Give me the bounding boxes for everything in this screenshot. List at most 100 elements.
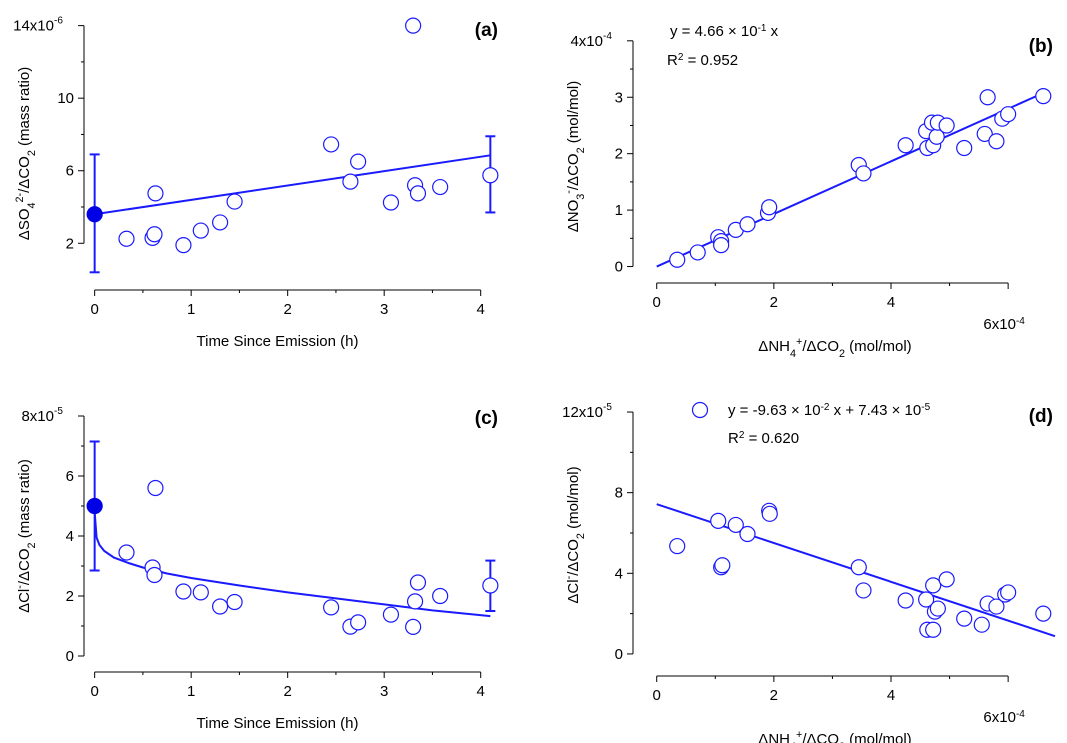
legend-marker	[691, 401, 709, 419]
data-point	[988, 598, 1005, 615]
data-point	[409, 574, 427, 591]
data-point	[918, 591, 935, 608]
data-point	[350, 614, 367, 631]
x-axis-title: Time Since Emission (h)	[197, 333, 359, 350]
x-tick-label: 1	[187, 683, 195, 700]
data-point	[118, 230, 135, 247]
x-tick-label: 4	[477, 301, 485, 318]
data-point-filled	[86, 497, 103, 515]
y-tick-label: 2	[615, 146, 623, 163]
y-tick-label: 3	[615, 89, 623, 106]
data-point	[956, 610, 973, 627]
data-point	[897, 592, 914, 609]
data-point	[761, 199, 778, 216]
panel-b: 0 2 4 6x10-4 0 1 2 3 4x10 -4 ΔNH4+/ΔCO2 (mol/mol) Δ…	[563, 23, 1053, 361]
data-point	[432, 178, 449, 196]
y-tick-label: 4	[615, 565, 623, 582]
data-point-filled	[86, 206, 103, 223]
data-point	[146, 566, 163, 584]
data-point	[689, 244, 706, 261]
y-tick-exponent: -5	[603, 402, 612, 413]
data-point	[146, 226, 163, 243]
panel-label: (a)	[475, 20, 498, 41]
y-tick-exponent: -4	[603, 31, 612, 42]
fit-equation: y = -9.63 × 10-2 x + 7.43 × 10-5	[728, 402, 931, 420]
y-tick-label: 0	[615, 259, 623, 276]
x-tick-label: 4	[477, 683, 485, 700]
y-tick-label: 8	[615, 485, 623, 502]
data-point	[482, 167, 499, 184]
x-tick-label: 0	[653, 294, 661, 311]
x-tick-label: 0	[90, 301, 98, 318]
y-axis-title: ΔNO3-/ΔCO2 (mol/mol)	[563, 81, 587, 233]
x-tick-label: 2	[770, 687, 778, 704]
data-point	[713, 236, 730, 254]
data-point	[710, 512, 727, 529]
data-point	[956, 139, 973, 157]
data-point	[226, 193, 243, 210]
data-point	[382, 194, 400, 211]
x-tick-label: 2	[284, 301, 292, 318]
data-point	[739, 216, 756, 233]
data-point	[1000, 106, 1017, 123]
x-axis-title: Time Since Emission (h)	[197, 715, 359, 732]
data-point	[714, 557, 731, 574]
data-point	[226, 593, 243, 611]
data-point	[938, 117, 955, 134]
data-point	[925, 577, 942, 594]
y-axis-title: ΔSO42-/ΔCO2 (mass ratio)	[14, 67, 38, 240]
y-tick-label: 6	[66, 468, 74, 485]
x-tick-label: 6x10-4	[983, 709, 1025, 727]
data-point	[192, 222, 209, 239]
data-point	[929, 600, 946, 617]
data-point	[147, 185, 164, 202]
data-point	[175, 236, 192, 254]
y-tick-label: 8x10	[21, 408, 54, 425]
y-tick-label: 0	[615, 646, 623, 663]
y-tick-label: 14x10	[13, 18, 54, 35]
panel-d: 0 2 4 6x10-4 0 4 8 12x10-5 ΔNH4+/ΔCO2 (mol/mol) Δ…	[562, 401, 1056, 743]
x-tick-label: 0	[653, 687, 661, 704]
fit-line	[94, 154, 491, 216]
data-point	[855, 165, 872, 182]
data-point	[192, 584, 209, 601]
data-point	[855, 582, 872, 599]
data-point	[147, 479, 164, 497]
y-tick-label: 2	[66, 588, 74, 605]
y-tick-label: 4	[66, 528, 74, 545]
fit-equation: y = 4.66 × 10-1 x	[670, 23, 779, 41]
y-tick-label: 4x10	[570, 33, 603, 50]
y-tick-label: 0	[66, 648, 74, 665]
panel-label: (d)	[1029, 406, 1053, 427]
data-point	[988, 133, 1005, 150]
data-point	[406, 593, 424, 610]
data-point	[761, 505, 778, 522]
y-tick-label: 6	[66, 163, 74, 180]
x-tick-label: 4	[887, 294, 895, 311]
x-tick-label: 1	[187, 301, 195, 318]
x-tick-label: 2	[770, 294, 778, 311]
x-tick-label: 3	[380, 301, 388, 318]
y-tick-label: 1	[615, 202, 623, 219]
data-point	[979, 89, 996, 106]
data-point	[850, 559, 867, 576]
x-tick-label: 2	[284, 683, 292, 700]
data-point	[212, 214, 229, 231]
y-tick-label: 2	[66, 235, 74, 252]
y-tick-label: 10	[57, 90, 74, 107]
data-point	[897, 137, 914, 154]
data-point	[976, 125, 993, 143]
data-point	[1035, 88, 1052, 105]
data-point	[727, 516, 744, 534]
x-tick-label: 4	[887, 687, 895, 704]
data-point	[118, 544, 135, 561]
fit-line	[93, 511, 491, 618]
x-axis-title: ΔNH4+/ΔCO2 (mol/mol)	[758, 336, 911, 360]
y-axis-title: ΔCl-/ΔCO2 (mol/mol)	[563, 466, 587, 603]
data-point	[409, 185, 427, 202]
y-tick-label: 12x10	[562, 404, 603, 421]
data-point	[1000, 584, 1017, 601]
data-point	[323, 599, 340, 616]
data-point	[382, 606, 400, 623]
data-point	[432, 587, 449, 605]
